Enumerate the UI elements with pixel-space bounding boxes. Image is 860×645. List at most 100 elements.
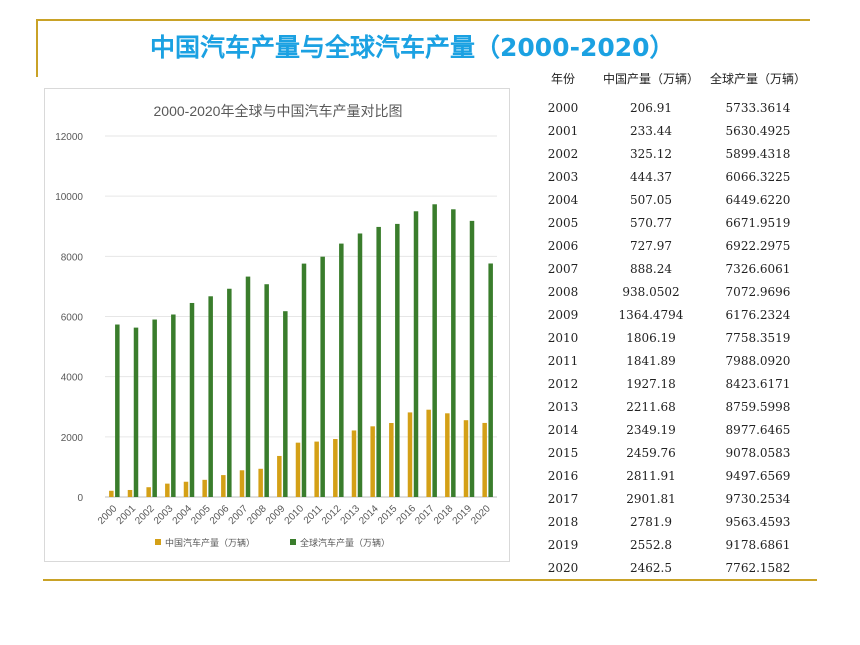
cell-china-output: 1806.19 xyxy=(626,330,676,345)
cell-global-output: 6671.9519 xyxy=(725,215,791,230)
cell-year: 2005 xyxy=(547,215,579,230)
bar-china xyxy=(183,481,189,497)
cell-global-output: 5899.4318 xyxy=(725,146,791,161)
bar-china xyxy=(370,426,375,497)
cell-china-output: 2781.9 xyxy=(630,514,672,529)
bar-global xyxy=(469,220,475,498)
cell-global-output: 8423.6171 xyxy=(725,376,791,391)
x-tick-label: 2011 xyxy=(302,503,325,526)
bar-global xyxy=(133,327,139,497)
decorative-vertical-line xyxy=(36,19,38,77)
cell-global-output: 6066.3225 xyxy=(725,169,791,184)
table-row: 2006 727.97 6922.2975 xyxy=(530,234,810,257)
bar-china xyxy=(463,420,469,497)
cell-year: 2004 xyxy=(547,192,579,207)
bar-global xyxy=(432,204,437,497)
cell-year: 2017 xyxy=(547,491,579,506)
bar-china xyxy=(333,439,338,497)
cell-year: 2016 xyxy=(547,468,579,483)
bar-china xyxy=(165,483,170,497)
table-row: 2008 938.0502 7072.9696 xyxy=(530,280,810,303)
bar-global xyxy=(488,263,493,497)
cell-year: 2008 xyxy=(547,284,579,299)
cell-china-output: 2349.19 xyxy=(626,422,676,437)
cell-global-output: 8977.6465 xyxy=(725,422,791,437)
cell-year: 2011 xyxy=(547,353,579,368)
table-row: 2014 2349.19 8977.6465 xyxy=(530,418,810,441)
cell-china-output: 325.12 xyxy=(630,146,672,161)
cell-china-output: 2811.91 xyxy=(626,468,676,483)
chart-frame: 2000-2020年全球与中国汽车产量对比图 0 2000 4000 6000 8000… xyxy=(44,88,510,562)
bar-china xyxy=(127,489,133,497)
legend-swatch xyxy=(155,539,161,545)
cell-global-output: 5733.3614 xyxy=(725,100,791,115)
bar-global xyxy=(301,263,307,497)
bar-global xyxy=(115,324,120,497)
table-row: 2007 888.24 7326.6061 xyxy=(530,257,810,280)
cell-global-output: 7762.1582 xyxy=(725,560,791,575)
y-tick-label: 4000 xyxy=(61,373,84,384)
bar-china xyxy=(277,455,282,497)
cell-global-output: 7072.9696 xyxy=(725,284,791,299)
bar-china xyxy=(314,441,319,497)
cell-china-output: 1927.18 xyxy=(626,376,676,391)
table-row: 2013 2211.68 8759.5998 xyxy=(530,395,810,418)
bar-china xyxy=(389,423,394,497)
y-tick-label: 2000 xyxy=(61,433,84,444)
table-row: 2009 1364.4794 6176.2324 xyxy=(530,303,810,326)
cell-year: 2010 xyxy=(547,330,579,345)
bar-chart: 2000-2020年全球与中国汽车产量对比图 0 2000 4000 6000 8000… xyxy=(55,103,497,548)
bar-global xyxy=(320,256,325,497)
grid-lines xyxy=(105,135,497,498)
x-tick-label: 2014 xyxy=(357,503,381,527)
cell-global-output: 7326.6061 xyxy=(725,261,791,276)
y-tick-label: 6000 xyxy=(61,313,84,324)
bar-china xyxy=(295,442,301,497)
table-row: 2005 570.77 6671.9519 xyxy=(530,211,810,234)
legend-label: 全球汽车产量（万辆） xyxy=(300,537,390,548)
cell-china-output: 888.24 xyxy=(630,261,672,276)
y-tick-label: 8000 xyxy=(61,252,84,263)
bar-global xyxy=(264,284,269,497)
table-row: 2000 206.91 5733.3614 xyxy=(530,96,810,119)
cell-global-output: 6176.2324 xyxy=(725,307,791,322)
table-row: 2010 1806.19 7758.3519 xyxy=(530,326,810,349)
x-tick-label: 2006 xyxy=(208,503,232,527)
table-row: 2017 2901.81 9730.2534 xyxy=(530,487,810,510)
cell-global-output: 7988.0920 xyxy=(725,353,791,368)
cell-year: 2002 xyxy=(547,146,579,161)
bar-global xyxy=(413,211,419,498)
bar-china xyxy=(482,422,487,497)
bar-global xyxy=(245,276,251,497)
bar-china xyxy=(109,490,114,497)
header-global-output: 全球产量（万辆） xyxy=(709,72,806,86)
bar-global xyxy=(395,223,400,498)
cell-year: 2013 xyxy=(547,399,579,414)
header-year: 年份 xyxy=(550,72,575,86)
table-row: 2020 2462.5 7762.1582 xyxy=(530,556,810,579)
y-tick-label: 0 xyxy=(77,493,83,504)
cell-global-output: 9497.6569 xyxy=(725,468,791,483)
table-row: 2015 2459.76 9078.0583 xyxy=(530,441,810,464)
cell-china-output: 570.77 xyxy=(630,215,672,230)
bar-global xyxy=(171,314,176,497)
cell-china-output: 2211.68 xyxy=(626,399,676,414)
cell-year: 2006 xyxy=(547,238,579,253)
bar-china xyxy=(146,487,151,497)
cell-china-output: 2552.8 xyxy=(630,537,672,552)
bar-global xyxy=(283,311,288,497)
cell-global-output: 9730.2534 xyxy=(725,491,791,506)
x-tick-label: 2001 xyxy=(115,503,139,527)
cell-global-output: 8759.5998 xyxy=(725,399,791,414)
x-tick-label: 2002 xyxy=(133,503,157,527)
cell-year: 2019 xyxy=(547,537,579,552)
cell-year: 2020 xyxy=(547,560,579,575)
x-tick-label: 2007 xyxy=(227,503,251,527)
cell-global-output: 6922.2975 xyxy=(725,238,791,253)
table-row: 2011 1841.89 7988.0920 xyxy=(530,349,810,372)
bar-global xyxy=(227,288,232,497)
cell-global-output: 9178.6861 xyxy=(725,537,791,552)
bar-china xyxy=(426,409,431,497)
table-row: 2002 325.12 5899.4318 xyxy=(530,142,810,165)
bar-global xyxy=(208,296,213,497)
